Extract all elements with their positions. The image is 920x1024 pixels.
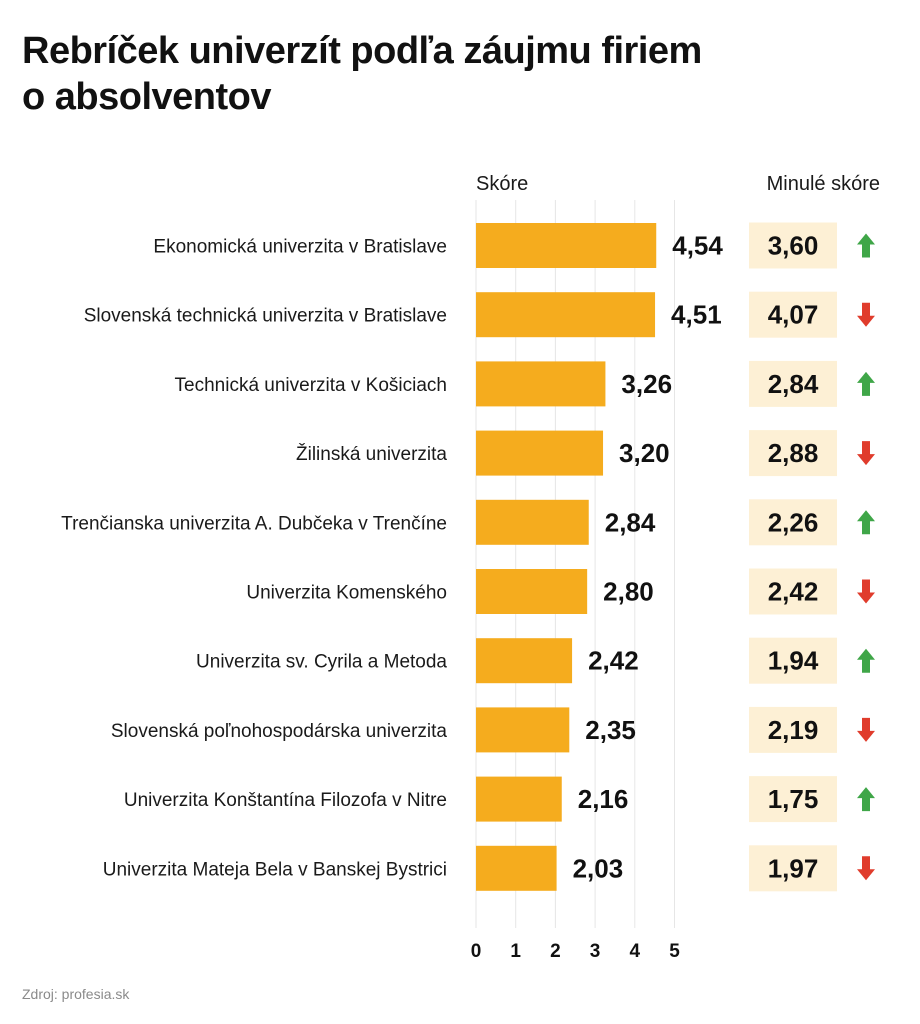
previous-score-label: 4,07 bbox=[768, 300, 819, 330]
previous-score-box bbox=[749, 637, 837, 684]
bar-value-label: 3,20 bbox=[619, 438, 670, 468]
x-tick-label: 2 bbox=[550, 941, 561, 962]
bar bbox=[476, 361, 606, 407]
previous-score-column: 3,60 4,07 2,84 2,88 2,26 2,42 1,94 2,19 1,75 1,97 bbox=[749, 222, 875, 892]
previous-score-label: 2,84 bbox=[768, 369, 819, 399]
previous-score-box bbox=[749, 845, 837, 892]
bar-value-label: 2,03 bbox=[573, 853, 624, 883]
category-label: Ekonomická univerzita v Bratislave bbox=[153, 237, 447, 258]
category-label: Univerzita sv. Cyrila a Metoda bbox=[196, 652, 447, 673]
previous-score-label: 3,60 bbox=[768, 231, 819, 261]
chart-title: Rebríček univerzít podľa záujmu firiem o… bbox=[22, 30, 702, 118]
arrow-down-icon bbox=[857, 856, 875, 881]
x-tick-label: 0 bbox=[471, 941, 482, 962]
bar bbox=[476, 707, 570, 753]
previous-score-box bbox=[749, 706, 837, 753]
previous-score-box bbox=[749, 568, 837, 615]
bar bbox=[476, 776, 562, 822]
previous-score-box bbox=[749, 222, 837, 269]
arrow-up-icon bbox=[857, 787, 875, 812]
arrow-down-icon bbox=[857, 302, 875, 327]
arrow-down-icon bbox=[857, 441, 875, 466]
previous-score-label: 2,19 bbox=[768, 715, 819, 745]
arrow-up-icon bbox=[857, 233, 875, 258]
arrow-up-icon bbox=[857, 648, 875, 673]
bar bbox=[476, 223, 657, 268]
previous-score-label: 1,97 bbox=[768, 853, 819, 883]
category-label: Univerzita Komenského bbox=[246, 583, 447, 604]
bar bbox=[476, 638, 573, 684]
source-note: Zdroj: profesia.sk bbox=[22, 986, 130, 1002]
arrow-up-icon bbox=[857, 371, 875, 396]
x-tick-label: 1 bbox=[510, 941, 521, 962]
bar-value-label: 4,54 bbox=[672, 231, 723, 261]
x-tick-label: 5 bbox=[669, 941, 680, 962]
category-label: Univerzita Konštantína Filozofa v Nitre bbox=[124, 790, 447, 811]
category-label: Žilinská univerzita bbox=[296, 443, 447, 465]
category-label: Technická univerzita v Košiciach bbox=[175, 375, 447, 396]
x-tick-label: 3 bbox=[590, 941, 601, 962]
bar-value-label: 3,26 bbox=[621, 369, 672, 399]
previous-score-box bbox=[749, 499, 837, 546]
bar bbox=[476, 845, 557, 891]
score-column-header: Skóre bbox=[476, 173, 528, 195]
previous-score-label: 1,75 bbox=[768, 784, 819, 814]
bar-value-label: 2,42 bbox=[588, 646, 639, 676]
previous-score-column-header: Minulé skóre bbox=[767, 173, 880, 195]
bar-value-label: 2,80 bbox=[603, 577, 654, 607]
category-label: Trenčianska univerzita A. Dubčeka v Tren… bbox=[61, 513, 447, 534]
x-tick-label: 4 bbox=[630, 941, 641, 962]
arrow-down-icon bbox=[857, 579, 875, 604]
bar bbox=[476, 569, 588, 614]
bars bbox=[476, 223, 657, 891]
category-label: Univerzita Mateja Bela v Banskej Bystric… bbox=[103, 859, 447, 880]
arrow-down-icon bbox=[857, 717, 875, 742]
labels: Skóre Minulé skóre Ekonomická univerzita v… bbox=[61, 173, 880, 883]
bar bbox=[476, 430, 604, 476]
bar-value-label: 2,35 bbox=[585, 715, 636, 745]
category-label: Slovenská technická univerzita v Bratisl… bbox=[84, 306, 447, 327]
arrow-up-icon bbox=[857, 510, 875, 535]
category-label: Slovenská poľnohospodárska univerzita bbox=[111, 721, 448, 742]
previous-score-label: 1,94 bbox=[768, 646, 819, 676]
previous-score-box bbox=[749, 430, 837, 477]
bar bbox=[476, 499, 589, 545]
previous-score-box bbox=[749, 776, 837, 823]
previous-score-label: 2,42 bbox=[768, 577, 819, 607]
bar bbox=[476, 292, 656, 338]
x-axis: 0 1 2 3 4 5 bbox=[471, 941, 681, 962]
bar-value-label: 4,51 bbox=[671, 300, 722, 330]
previous-score-label: 2,88 bbox=[768, 438, 819, 468]
previous-score-label: 2,26 bbox=[768, 507, 819, 537]
bar-value-label: 2,16 bbox=[578, 784, 629, 814]
previous-score-box bbox=[749, 360, 837, 407]
previous-score-box bbox=[749, 291, 837, 338]
bar-value-label: 2,84 bbox=[605, 507, 656, 537]
